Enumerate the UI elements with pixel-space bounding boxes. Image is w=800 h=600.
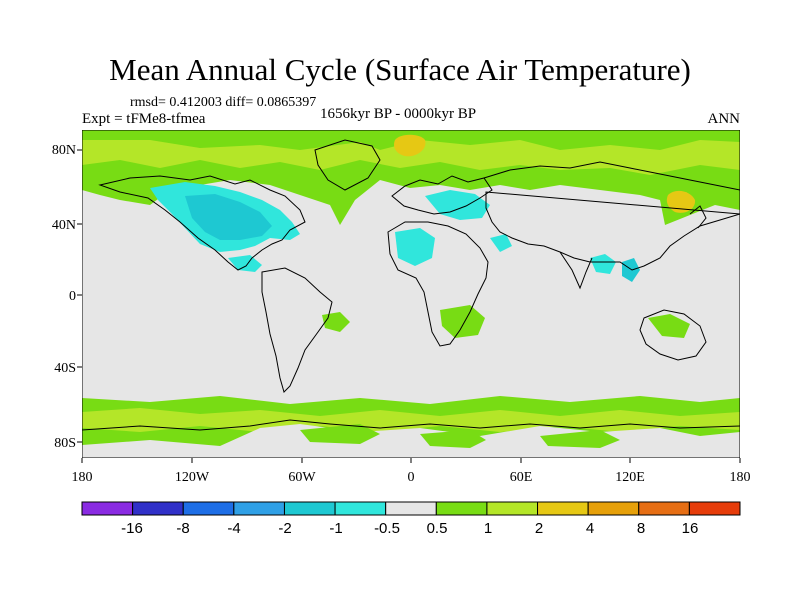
coast-africa bbox=[387, 221, 489, 347]
map-plot-area bbox=[82, 130, 740, 458]
antarctica-green-1 bbox=[300, 424, 380, 444]
coast-india bbox=[559, 251, 593, 290]
coast-antarctica bbox=[82, 419, 740, 431]
x-tick-label-5: 120E bbox=[615, 470, 645, 485]
colorbar-swatch-11 bbox=[638, 501, 690, 516]
x-tick-label-1: 120W bbox=[175, 470, 210, 485]
colorbar bbox=[81, 501, 741, 516]
colorbar-label-5: -0.5 bbox=[374, 520, 400, 537]
coast-europe bbox=[391, 175, 493, 215]
africa-green bbox=[440, 305, 485, 338]
colorbar-swatch-8 bbox=[486, 501, 539, 516]
x-tick-label-4: 60E bbox=[510, 470, 533, 485]
y-tick-label-2: 0 bbox=[69, 289, 76, 304]
map-axes: 180 120W 60W 0 60E 120E 180 80N 40N 0 40… bbox=[52, 143, 751, 485]
antarctica-green-3 bbox=[540, 430, 620, 448]
colorbar-label-7: 1 bbox=[484, 520, 492, 537]
coastlines bbox=[82, 139, 740, 431]
colorbar-label-1: -8 bbox=[176, 520, 189, 537]
central-america-cooling bbox=[228, 255, 262, 272]
x-tick-label-0: 180 bbox=[72, 470, 93, 485]
arabia-cooling bbox=[490, 234, 512, 252]
colorbar-label-6: 0.5 bbox=[427, 520, 448, 537]
x-axis-ticks bbox=[81, 458, 741, 463]
colorbar-swatch-6 bbox=[385, 501, 437, 516]
x-tick-label-2: 60W bbox=[288, 470, 316, 485]
colorbar-swatch-12 bbox=[688, 501, 741, 516]
colorbar-label-9: 4 bbox=[586, 520, 594, 537]
arctic-orange-patch bbox=[394, 134, 426, 157]
period-label: 1656kyr BP - 0000kyr BP bbox=[320, 106, 477, 122]
arctic-yellowgreen-patch bbox=[82, 140, 740, 175]
colorbar-labels: -16 -8 -4 -2 -1 -0.5 0.5 1 2 4 8 16 bbox=[121, 520, 698, 537]
map-title: Mean Annual Cycle (Surface Air Temperatu… bbox=[109, 52, 691, 87]
colorbar-swatch-9 bbox=[537, 501, 589, 516]
colorbar-label-8: 2 bbox=[535, 520, 543, 537]
colorbar-label-0: -16 bbox=[121, 520, 143, 537]
y-tick-label-0: 80N bbox=[52, 143, 76, 158]
colorbar-label-10: 8 bbox=[637, 520, 645, 537]
europe-cooling bbox=[425, 190, 490, 220]
stats-text: rmsd= 0.412003 diff= 0.0865397 bbox=[130, 95, 317, 110]
x-tick-label-3: 0 bbox=[408, 470, 415, 485]
x-tick-label-6: 180 bbox=[730, 470, 751, 485]
colorbar-swatch-5 bbox=[334, 501, 387, 516]
colorbar-swatch-2 bbox=[182, 501, 235, 516]
coast-australia bbox=[639, 309, 707, 361]
colorbar-label-4: -1 bbox=[329, 520, 342, 537]
y-axis-ticks bbox=[77, 149, 82, 443]
colorbar-swatch-4 bbox=[283, 501, 336, 516]
colorbar-label-11: 16 bbox=[682, 520, 699, 537]
colorbar-swatch-1 bbox=[132, 501, 184, 516]
coast-north-america bbox=[98, 175, 306, 271]
coast-japan bbox=[689, 205, 707, 229]
season-label: ANN bbox=[707, 111, 741, 127]
coast-greenland bbox=[314, 139, 381, 191]
south-america-green bbox=[322, 312, 350, 332]
experiment-label: Expt = tFMe8-tfmea bbox=[82, 111, 206, 127]
antarctica-green-2 bbox=[420, 430, 486, 448]
north-america-core bbox=[185, 194, 272, 240]
coast-south-america bbox=[261, 267, 333, 393]
y-tick-label-4: 80S bbox=[54, 436, 76, 451]
southeast-asia-core bbox=[622, 258, 640, 282]
colorbar-swatch-7 bbox=[435, 501, 488, 516]
colorbar-label-3: -2 bbox=[278, 520, 291, 537]
y-tick-label-1: 40N bbox=[52, 218, 76, 233]
y-tick-label-3: 40S bbox=[54, 361, 76, 376]
australia-green bbox=[648, 314, 690, 338]
colorbar-swatch-10 bbox=[587, 501, 640, 516]
colorbar-swatch-0 bbox=[81, 501, 134, 516]
east-asia-orange-patch bbox=[666, 190, 696, 213]
colorbar-label-2: -4 bbox=[227, 520, 240, 537]
north-africa-cooling bbox=[395, 228, 435, 266]
colorbar-swatch-3 bbox=[233, 501, 285, 516]
south-asia-cooling bbox=[590, 254, 616, 274]
